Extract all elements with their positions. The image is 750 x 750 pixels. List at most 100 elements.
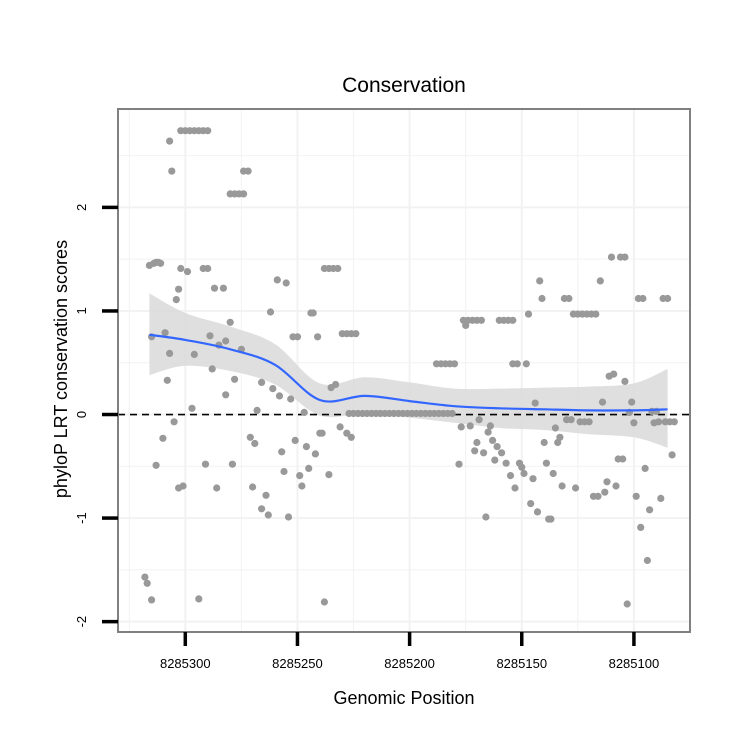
data-point bbox=[522, 360, 530, 368]
data-point bbox=[195, 595, 203, 603]
data-point bbox=[213, 484, 221, 492]
data-point bbox=[172, 296, 180, 304]
data-point bbox=[246, 433, 254, 441]
x-tick-label: 8285250 bbox=[272, 656, 323, 671]
data-point bbox=[603, 478, 611, 486]
x-tick-label: 8285100 bbox=[609, 656, 660, 671]
data-point bbox=[266, 308, 275, 316]
smooth-trend-line bbox=[149, 333, 668, 412]
data-point bbox=[296, 472, 304, 480]
x-tick-label: 8285150 bbox=[496, 656, 547, 671]
data-point bbox=[639, 294, 647, 303]
data-point bbox=[320, 598, 328, 606]
data-point bbox=[204, 127, 212, 135]
data-point bbox=[206, 332, 214, 340]
data-point bbox=[273, 276, 281, 284]
data-point bbox=[619, 455, 627, 463]
data-point bbox=[302, 443, 310, 451]
data-point bbox=[269, 385, 277, 393]
data-point bbox=[466, 422, 474, 430]
data-point bbox=[473, 438, 481, 447]
data-point bbox=[612, 482, 620, 490]
data-point bbox=[278, 448, 286, 456]
data-point bbox=[183, 268, 192, 276]
data-point bbox=[547, 515, 555, 523]
data-point bbox=[219, 284, 227, 292]
data-point bbox=[332, 380, 340, 389]
data-point bbox=[318, 429, 326, 437]
data-point bbox=[170, 418, 178, 426]
data-point bbox=[293, 333, 302, 341]
data-point bbox=[455, 460, 463, 468]
y-tick-label: -1 bbox=[74, 512, 89, 524]
data-point bbox=[572, 484, 580, 492]
data-point bbox=[529, 475, 537, 483]
x-tick-label: 8285300 bbox=[160, 656, 211, 671]
data-point bbox=[253, 406, 261, 414]
data-point bbox=[527, 500, 535, 508]
data-point bbox=[161, 329, 169, 337]
data-point bbox=[298, 482, 306, 490]
data-point bbox=[489, 436, 497, 444]
data-point bbox=[484, 428, 492, 436]
data-point bbox=[222, 337, 230, 345]
data-point bbox=[551, 424, 560, 432]
chart-title: Conservation bbox=[342, 74, 466, 97]
data-point bbox=[556, 433, 564, 441]
data-point bbox=[509, 316, 517, 324]
data-point bbox=[204, 264, 212, 273]
data-point bbox=[228, 460, 236, 468]
data-point bbox=[201, 460, 210, 468]
data-point bbox=[493, 443, 501, 451]
data-point bbox=[598, 398, 607, 406]
data-point bbox=[305, 464, 313, 472]
data-point bbox=[471, 447, 479, 455]
x-axis: 8285300 8285250 8285200 8285150 8285100 bbox=[160, 632, 659, 671]
data-point bbox=[148, 596, 156, 604]
data-point bbox=[641, 464, 649, 472]
data-point bbox=[540, 438, 548, 447]
data-point bbox=[542, 459, 551, 467]
data-point bbox=[240, 190, 248, 198]
data-point bbox=[475, 416, 483, 424]
data-point bbox=[352, 330, 360, 338]
data-point bbox=[536, 277, 544, 285]
data-point bbox=[347, 433, 355, 441]
data-point bbox=[262, 491, 270, 499]
data-point bbox=[314, 333, 322, 341]
data-point bbox=[491, 456, 499, 464]
data-point bbox=[249, 483, 257, 491]
data-point bbox=[175, 285, 183, 293]
data-point bbox=[502, 459, 510, 467]
data-point bbox=[177, 264, 185, 273]
data-point bbox=[244, 167, 252, 175]
y-tick-label: -2 bbox=[74, 616, 89, 628]
data-point bbox=[309, 309, 317, 317]
data-point bbox=[623, 600, 631, 608]
data-point bbox=[655, 418, 663, 426]
data-point bbox=[457, 423, 465, 431]
x-axis-title: Genomic Position bbox=[333, 688, 474, 708]
data-point bbox=[226, 318, 234, 326]
data-point bbox=[646, 506, 654, 514]
data-point bbox=[520, 469, 528, 478]
data-point bbox=[251, 439, 259, 448]
data-point bbox=[300, 408, 308, 416]
data-point bbox=[282, 279, 290, 287]
data-point bbox=[157, 259, 165, 267]
data-point bbox=[518, 463, 526, 471]
data-point bbox=[670, 418, 678, 426]
data-point bbox=[664, 294, 672, 303]
data-point bbox=[628, 398, 636, 406]
y-axis: -2 -1 0 1 2 bbox=[74, 204, 118, 628]
data-point bbox=[630, 419, 638, 427]
data-point bbox=[190, 350, 198, 358]
data-point bbox=[524, 310, 533, 318]
data-point bbox=[448, 409, 456, 418]
y-tick-label: 2 bbox=[74, 204, 89, 211]
y-tick-label: 0 bbox=[74, 411, 89, 418]
data-point bbox=[558, 482, 566, 490]
data-point bbox=[621, 377, 629, 385]
data-point bbox=[668, 451, 676, 459]
